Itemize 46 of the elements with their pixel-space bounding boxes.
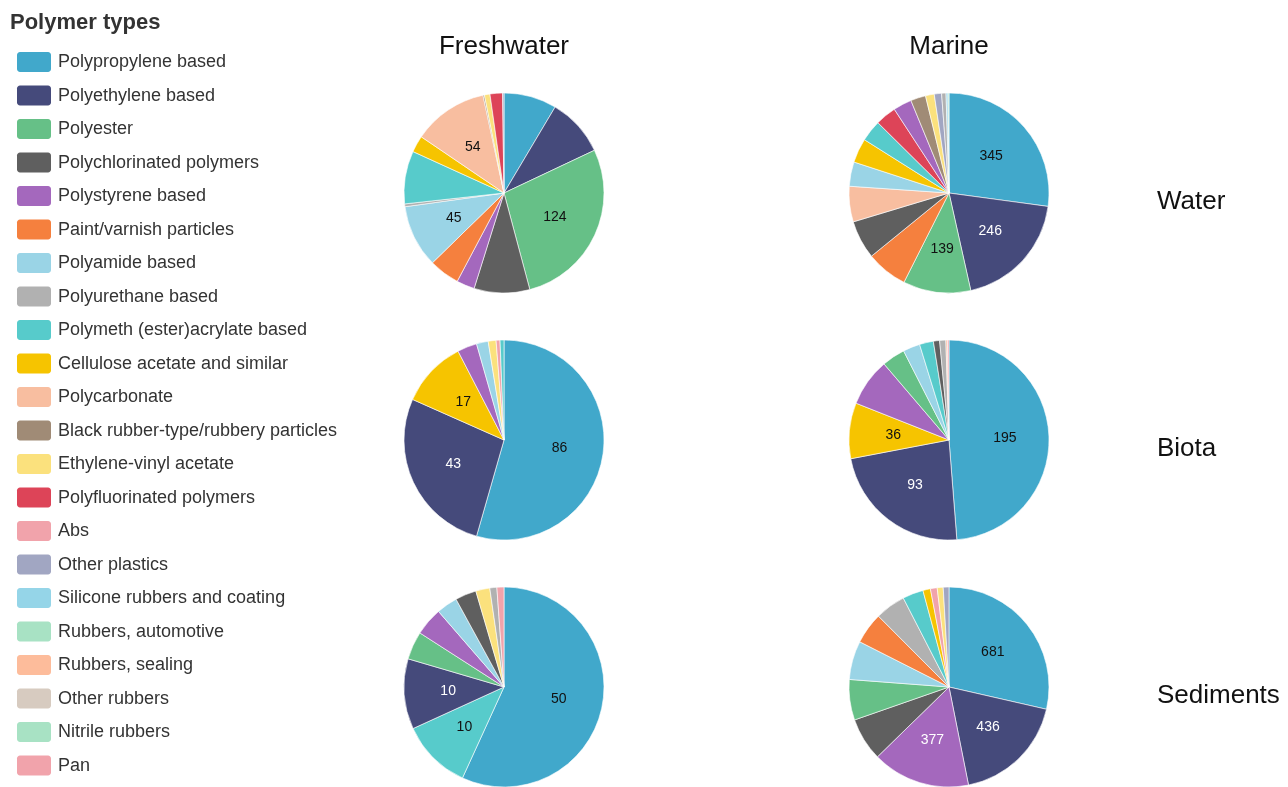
- legend-label: Cellulose acetate and similar: [58, 352, 289, 373]
- legend-label: Other plastics: [58, 553, 169, 574]
- legend-label: Polyfluorinated polymers: [58, 486, 256, 507]
- data-label: 93: [907, 475, 924, 492]
- legend-label: Polycarbonate: [58, 386, 174, 406]
- legend-label: Polystyrene based: [58, 185, 207, 205]
- legend-label: Black rubber-type/rubbery particles: [58, 419, 338, 440]
- legend-label: Abs: [58, 520, 90, 540]
- legend-label: Polymeth (ester)acrylate based: [58, 319, 308, 339]
- legend-label: Rubbers, automotive: [58, 620, 225, 641]
- data-label: 436: [976, 718, 1000, 735]
- data-label: 50: [550, 689, 567, 706]
- data-label: 17: [455, 392, 472, 409]
- data-label: 246: [978, 221, 1003, 238]
- legend-label: Nitrile rubbers: [58, 721, 171, 741]
- data-label: 43: [445, 454, 462, 471]
- data-label: 10: [440, 681, 457, 698]
- legend-title: Polymer types: [10, 9, 161, 34]
- text: Water: [1157, 185, 1226, 215]
- data-label: 345: [979, 147, 1004, 164]
- data-label: 139: [930, 239, 954, 256]
- legend-label: Pan: [58, 754, 91, 775]
- legend-label: Ethylene-vinyl acetate: [58, 453, 235, 473]
- legend-label: Polyamide based: [58, 252, 197, 272]
- text: Sediments: [1157, 679, 1280, 709]
- legend-label: Polypropylene based: [58, 51, 227, 71]
- legend-label: Polyester: [58, 118, 134, 138]
- data-label: 36: [885, 425, 902, 442]
- legend-label: Polyurethane based: [58, 285, 219, 306]
- legend-label: Silicone rubbers and coating: [58, 587, 286, 607]
- legend-label: Polychlorinated polymers: [58, 151, 260, 172]
- data-label: 54: [464, 137, 481, 154]
- data-label: 681: [981, 643, 1005, 660]
- chart-title: Marine: [909, 30, 989, 60]
- data-label: 10: [456, 717, 473, 734]
- text: Biota: [1157, 432, 1217, 462]
- data-label: 86: [551, 438, 568, 455]
- data-label: 195: [993, 428, 1017, 445]
- legend-label: Polyethylene based: [58, 84, 216, 105]
- data-label: 124: [543, 207, 567, 224]
- legend-label: Rubbers, sealing: [58, 654, 194, 674]
- chart-title: Freshwater: [438, 30, 570, 60]
- data-label: 377: [920, 731, 945, 748]
- data-label: 45: [445, 208, 462, 225]
- legend-label: Other rubbers: [58, 687, 170, 708]
- legend-label: Paint/varnish particles: [58, 218, 235, 239]
